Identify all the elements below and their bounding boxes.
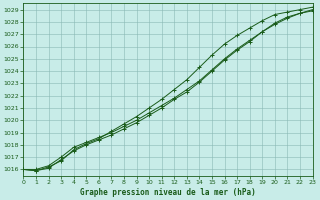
X-axis label: Graphe pression niveau de la mer (hPa): Graphe pression niveau de la mer (hPa) [80,188,256,197]
